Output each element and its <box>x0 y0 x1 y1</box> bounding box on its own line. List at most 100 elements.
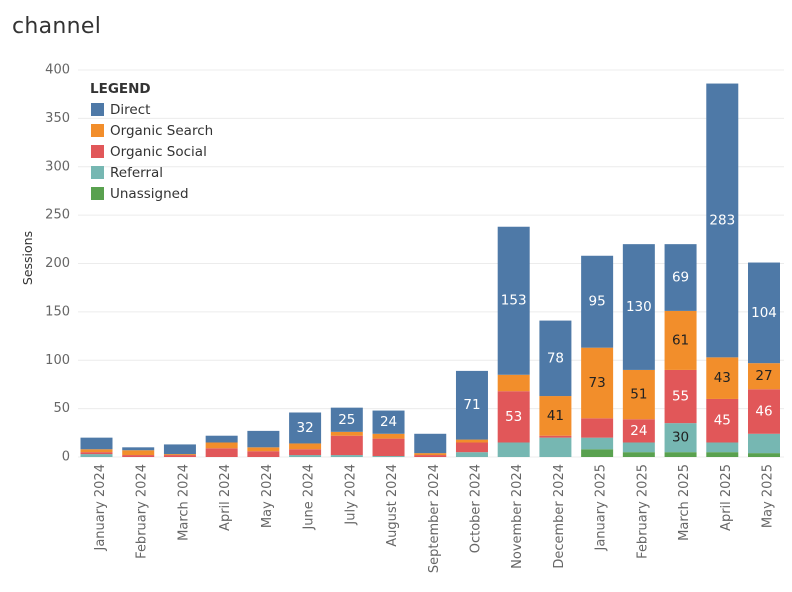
x-tick-label: April 2024 <box>218 464 233 531</box>
data-label: 30 <box>672 430 689 446</box>
bar-segment-organic-social <box>289 449 322 456</box>
bar-segment-organic-search <box>706 357 739 399</box>
legend-item-label: Organic Search <box>110 123 213 139</box>
bar-segment-organic-search <box>581 347 614 419</box>
data-label: 24 <box>630 423 647 439</box>
bar-segment-organic-search <box>748 363 780 390</box>
bar-segment-referral <box>581 437 614 450</box>
bar-segment-direct <box>706 83 739 358</box>
y-tick-label: 300 <box>45 159 70 174</box>
bar-segment-organic-social <box>330 435 363 456</box>
bar-segment-organic-search <box>372 433 405 439</box>
bar-segment-direct <box>581 255 614 348</box>
chart-title: channel <box>12 14 102 39</box>
bar-segment-organic-search <box>122 450 155 456</box>
bar-segment-direct <box>372 410 405 434</box>
bar-segment-organic-social <box>247 451 280 457</box>
x-tick-label: March 2024 <box>176 464 191 541</box>
legend-item-label: Direct <box>110 102 150 118</box>
x-tick-label: May 2024 <box>260 464 275 528</box>
y-axis-label: Sessions <box>20 231 35 285</box>
x-tick-label: February 2024 <box>135 464 150 559</box>
bar-segment-referral <box>539 437 572 457</box>
data-label: 27 <box>755 368 772 384</box>
y-tick-label: 400 <box>45 63 70 78</box>
data-label: 78 <box>547 350 564 366</box>
y-tick-label: 200 <box>45 256 70 271</box>
bar-segment-organic-search <box>330 431 363 436</box>
data-label: 32 <box>297 420 314 436</box>
bar-segment-organic-search <box>289 443 322 450</box>
data-labels: 32 25 24 71 153 78 95 130 69 283 104 41 73 51 61 43 27 53… <box>297 212 777 445</box>
bar-segment-organic-social <box>122 455 155 457</box>
x-tick-label: June 2024 <box>302 464 317 531</box>
bar-segment-referral <box>497 442 530 457</box>
bar-segment-organic-search <box>497 374 530 392</box>
legend-title: LEGEND <box>90 81 151 97</box>
data-label: 41 <box>547 408 564 424</box>
data-label: 104 <box>751 305 777 321</box>
data-label: 24 <box>380 414 397 430</box>
data-label: 153 <box>501 293 527 309</box>
legend-swatch <box>91 166 104 179</box>
legend-item-label: Unassigned <box>110 186 189 202</box>
data-label: 61 <box>672 332 689 348</box>
bar-segment-organic-social <box>372 438 405 457</box>
bar-segment-direct <box>80 437 113 450</box>
y-tick-label: 0 <box>62 450 70 465</box>
bar-segment-organic-search <box>414 453 447 456</box>
data-label: 46 <box>755 404 772 420</box>
bar-segment-referral <box>748 433 780 454</box>
data-label: 51 <box>630 387 647 403</box>
bar-segment-unassigned <box>622 452 655 457</box>
x-tick-label: January 2024 <box>93 464 108 552</box>
bar-segment-direct <box>247 430 280 448</box>
bar-segment-unassigned <box>706 452 739 457</box>
data-label: 55 <box>672 389 689 405</box>
bar-segment-direct <box>622 244 655 370</box>
bar-segment-direct <box>664 244 697 311</box>
y-tick-label: 100 <box>45 353 70 368</box>
bar-segment-organic-search <box>80 449 113 453</box>
bar-segment-referral <box>664 423 697 453</box>
bar-segment-direct <box>455 370 488 440</box>
legend-swatch <box>91 124 104 137</box>
bar-segment-direct <box>163 444 196 455</box>
x-tick-label: March 2025 <box>677 464 692 541</box>
bar-segment-organic-search <box>163 454 196 456</box>
data-label: 283 <box>709 212 735 228</box>
y-axis: 0 50 100 150 200 250 300 350 400 <box>45 63 70 465</box>
data-label: 71 <box>463 397 480 413</box>
data-label: 69 <box>672 270 689 286</box>
data-label: 73 <box>589 375 606 391</box>
bar-segment-direct <box>330 407 363 432</box>
y-tick-label: 250 <box>45 208 70 223</box>
bar-segment-organic-search <box>539 396 572 436</box>
bar-segment-organic-social <box>664 369 697 424</box>
bar-segment-organic-social <box>80 452 113 455</box>
x-tick-label: April 2025 <box>719 464 734 531</box>
x-tick-label: August 2024 <box>385 464 400 547</box>
data-label: 130 <box>626 299 652 315</box>
data-label: 95 <box>589 294 606 310</box>
bar-segment-direct <box>539 320 572 397</box>
y-tick-label: 50 <box>53 401 70 416</box>
bar-segment-organic-social <box>205 448 238 457</box>
bar-segment-organic-social <box>455 442 488 453</box>
bar-segment-referral <box>330 455 363 457</box>
bar-segment-unassigned <box>581 449 614 457</box>
bar-segment-unassigned <box>748 453 780 457</box>
bar-segment-organic-social <box>414 455 447 457</box>
bar-segment-referral <box>622 442 655 453</box>
bar-segment-referral <box>289 455 322 457</box>
x-tick-label: July 2024 <box>343 464 358 526</box>
bar-segment-organic-social <box>622 419 655 443</box>
bar-segment-direct <box>289 412 322 444</box>
x-tick-label: February 2025 <box>635 464 650 559</box>
legend-swatch <box>91 187 104 200</box>
bar-segment-organic-search <box>205 442 238 449</box>
bar-segment-organic-social <box>581 418 614 438</box>
bar-segment-direct <box>122 447 155 451</box>
bar-segment-organic-search <box>455 439 488 443</box>
legend-item-label: Referral <box>110 165 163 181</box>
